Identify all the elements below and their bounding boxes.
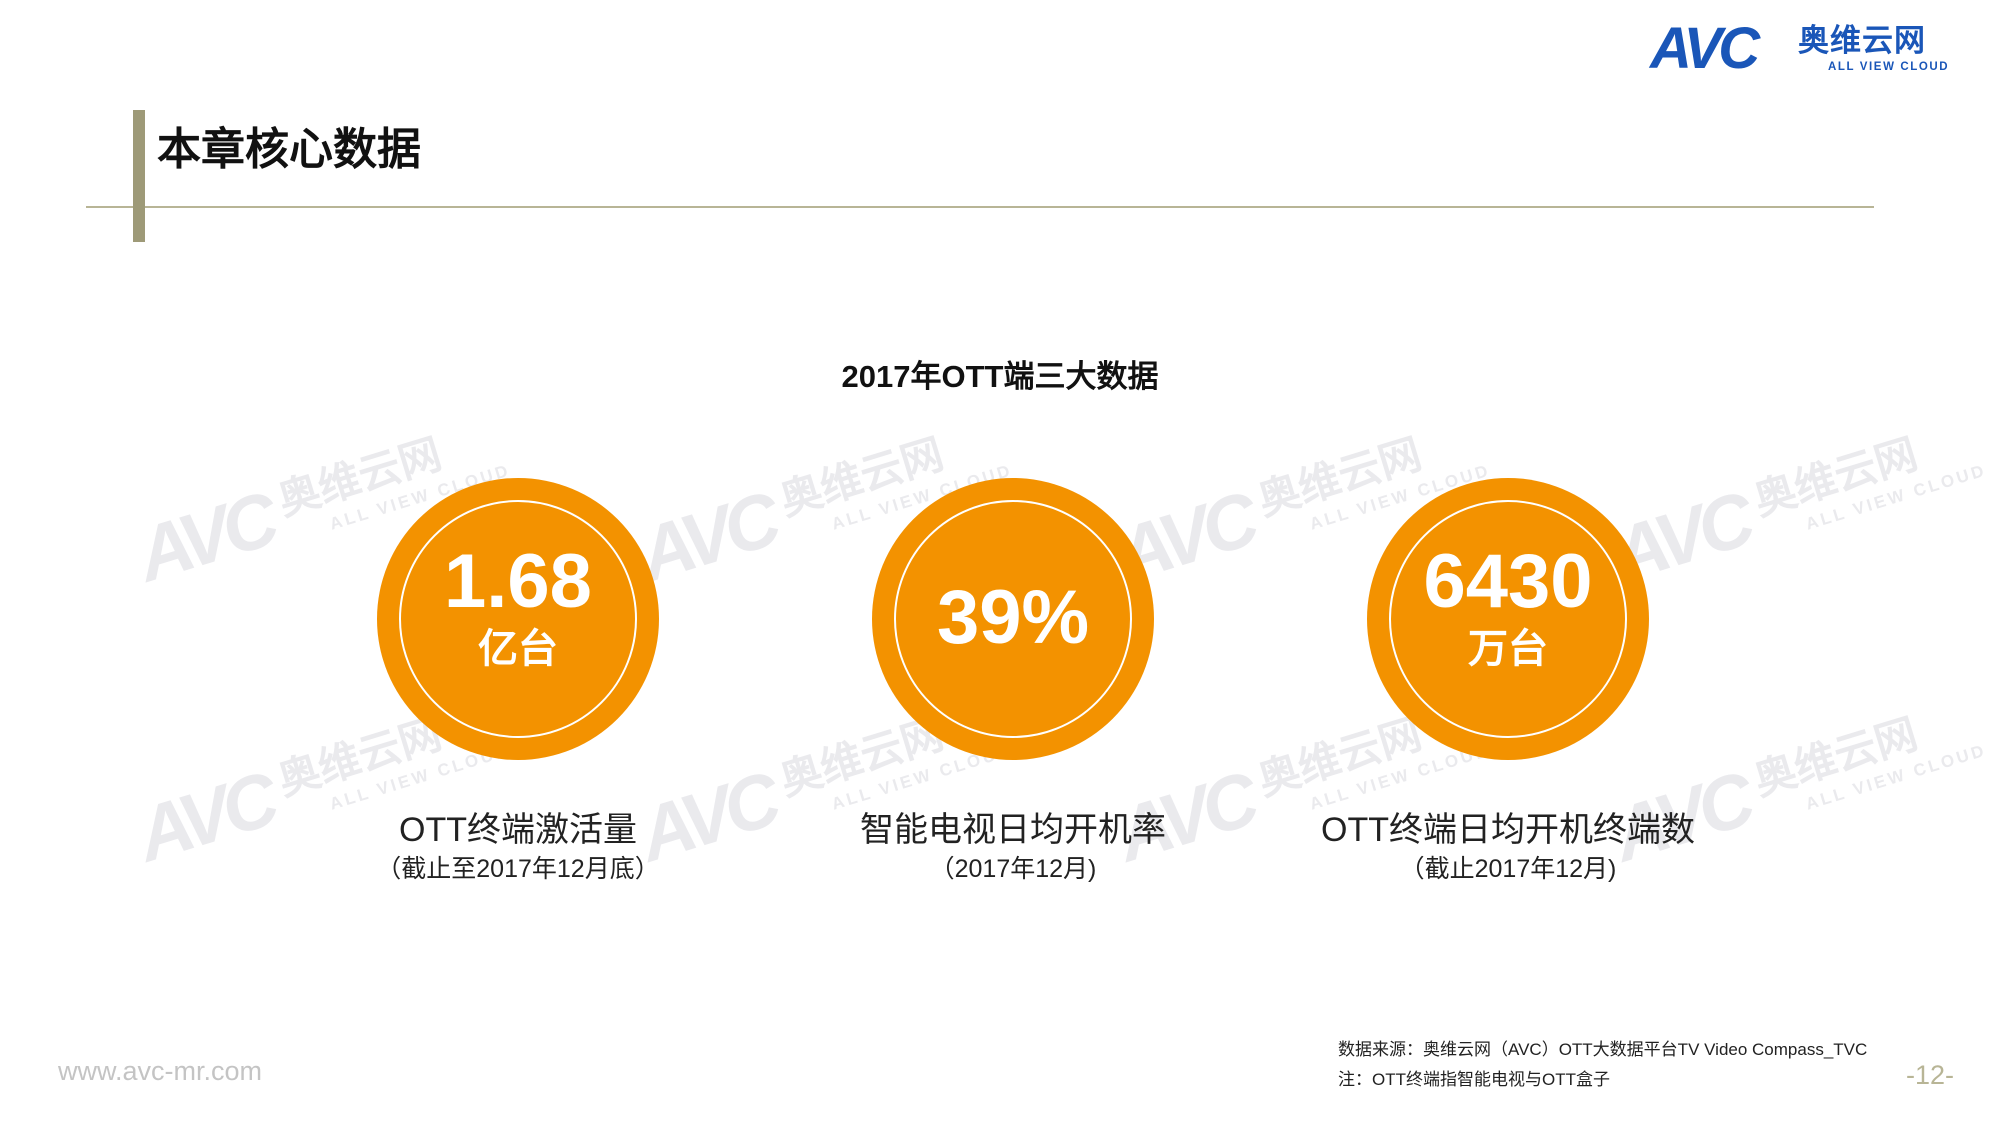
stat-note: （截止至2017年12月底） — [376, 855, 660, 883]
header-divider — [86, 206, 1874, 208]
watermark-chinese: 奥维云网 — [1252, 429, 1427, 524]
stat-unit: 万台 — [1468, 627, 1548, 671]
header-accent-bar — [133, 110, 145, 242]
website-link[interactable]: www.avc-mr.com — [58, 1056, 263, 1086]
data-source: 数据来源：奥维云网（AVC）OTT大数据平台TV Video Compass_T… — [1338, 1040, 1868, 1059]
watermark-mark: AVC — [127, 477, 283, 599]
stat-value: 6430 — [1423, 539, 1593, 624]
section-title: 2017年OTT端三大数据 — [841, 359, 1159, 394]
stat-value: 39% — [936, 575, 1090, 660]
avc-logo: AVC 奥维云网 ALL VIEW CLOUD — [1650, 14, 1980, 84]
footnote: 注：OTT终端指智能电视与OTT盒子 — [1338, 1070, 1610, 1089]
watermark-chinese: 奥维云网 — [1748, 429, 1923, 524]
watermark-chinese: 奥维云网 — [272, 429, 447, 524]
page-title: 本章核心数据 — [157, 125, 421, 174]
watermark-mark: AVC — [127, 757, 283, 879]
circle-ring — [894, 500, 1132, 738]
logo-chinese-name: 奥维云网 — [1798, 23, 1926, 58]
source-notes: 数据来源：奥维云网（AVC）OTT大数据平台TV Video Compass_T… — [1338, 1035, 1867, 1095]
watermark-chinese: 奥维云网 — [1252, 709, 1427, 804]
stat-circle-daily-devices: 6430 万台 — [1367, 478, 1649, 760]
watermark-english: ALL VIEW CLOUD — [1803, 740, 1989, 814]
watermark-english: ALL VIEW CLOUD — [1803, 460, 1989, 534]
circle-ring — [399, 500, 637, 738]
page-number: -12- — [1906, 1060, 1955, 1090]
stat-circle-activations: 1.68 亿台 — [377, 478, 659, 760]
stat-label: OTT终端日均开机终端数 — [1321, 811, 1695, 849]
stat-circle-boot-rate: 39% — [872, 478, 1154, 760]
watermark-chinese: 奥维云网 — [272, 709, 447, 804]
logo-mark: AVC — [1650, 16, 1760, 81]
watermark-chinese: 奥维云网 — [1748, 709, 1923, 804]
logo-english-name: ALL VIEW CLOUD — [1828, 61, 1950, 73]
stat-value: 1.68 — [444, 539, 592, 624]
stat-label: 智能电视日均开机率 — [860, 811, 1166, 849]
stat-note: （截止2017年12月) — [1399, 855, 1617, 883]
stat-unit: 亿台 — [478, 627, 558, 671]
circle-ring — [1389, 500, 1627, 738]
stat-note: （2017年12月) — [929, 855, 1097, 883]
stat-label: OTT终端激活量 — [399, 811, 637, 849]
